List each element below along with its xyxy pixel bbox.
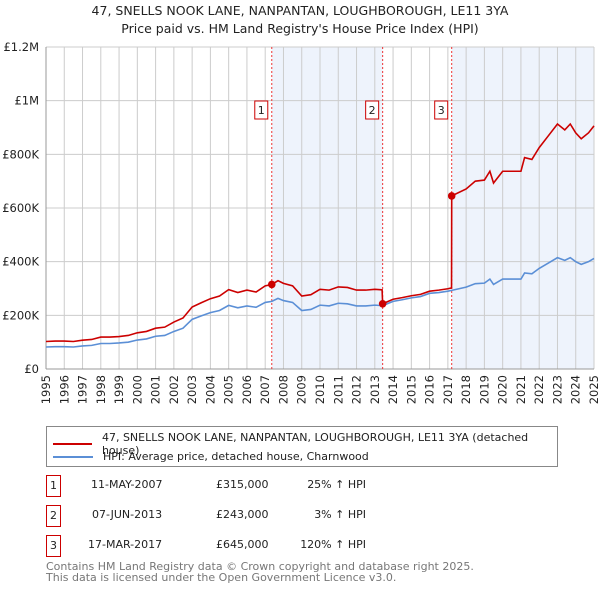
x-tick-label: 2022 [532, 375, 546, 404]
x-tick-label: 2024 [569, 375, 583, 404]
property-price-line [45, 122, 595, 343]
y-tick-label: £600K [2, 201, 39, 215]
legend-label-property: 47, SNELLS NOOK LANE, NANPANTAN, LOUGHBO… [101, 431, 529, 457]
sale-marker-box [365, 100, 380, 120]
x-tick-label: 1999 [112, 375, 126, 404]
sale-point [378, 299, 387, 308]
x-tick-label: 2008 [276, 375, 290, 404]
x-tick-label: 2020 [496, 375, 510, 404]
price-chart: 1995 1996 1997 1998 1999 2000 2001 2002 2003 2004… [2, 40, 600, 404]
x-tick-label: 1998 [94, 375, 108, 404]
sale-row-2: 2 07-JUN-2013 £243,000 3% ↑ HPI [46, 505, 546, 527]
legend-item-hpi: HPI: Average price, detached house, Char… [53, 450, 369, 463]
x-tick-label: 2018 [459, 375, 473, 404]
sale-hpi-change: 25% ↑ HPI [307, 478, 366, 491]
legend-item-property: 47, SNELLS NOOK LANE, NANPANTAN, LOUGHBO… [53, 431, 557, 457]
y-tick-label: £0 [24, 362, 39, 376]
sale-price: £315,000 [216, 478, 269, 491]
footer-copyright: Contains HM Land Registry data © Crown c… [46, 560, 474, 573]
x-tick-label: 2004 [203, 375, 217, 404]
x-tick-label: 1997 [76, 375, 90, 404]
x-tick-label: 2006 [240, 375, 254, 404]
legend-swatch-hpi [53, 455, 93, 458]
sale-date: 17-MAR-2017 [88, 538, 163, 551]
sale-row-3: 3 17-MAR-2017 £645,000 120% ↑ HPI [46, 535, 546, 557]
x-tick-label: 2017 [441, 375, 455, 404]
x-tick-label: 2014 [386, 375, 400, 404]
x-tick-label: 1996 [57, 375, 71, 404]
x-tick-label: 2023 [550, 375, 564, 404]
x-tick-label: 1995 [39, 375, 53, 404]
y-tick-label: £400K [2, 255, 39, 269]
sale-hpi-change: 3% ↑ HPI [314, 508, 366, 521]
x-tick-label: 2000 [130, 375, 144, 404]
sale-price: £243,000 [216, 508, 269, 521]
x-tick-label: 2007 [258, 375, 272, 404]
x-tick-label: 2010 [313, 375, 327, 404]
sale-price: £645,000 [216, 538, 269, 551]
chart-title: 47, SNELLS NOOK LANE, NANPANTAN, LOUGHBO… [91, 3, 509, 18]
sale-marker-box [434, 100, 449, 120]
x-tick-label: 2001 [149, 375, 163, 404]
sale-point [267, 280, 276, 289]
sale-marker-label: 3 [438, 104, 445, 117]
y-tick-label: £200K [2, 308, 39, 322]
chart-subtitle: Price paid vs. HM Land Registry's House … [121, 21, 479, 36]
x-tick-label: 2016 [423, 375, 437, 404]
sale-row-1: 1 11-MAY-2007 £315,000 25% ↑ HPI [46, 475, 546, 497]
x-tick-label: 2005 [222, 375, 236, 404]
y-tick-label: £1.2M [3, 40, 39, 54]
legend: 47, SNELLS NOOK LANE, NANPANTAN, LOUGHBO… [46, 426, 558, 467]
sale-marker-2: 2 [46, 505, 61, 527]
x-tick-label: 2002 [167, 375, 181, 404]
y-tick-label: £1M [14, 94, 39, 108]
sale-marker-label: 1 [258, 104, 265, 117]
x-tick-label: 2012 [350, 375, 364, 404]
x-tick-label: 2025 [587, 375, 600, 404]
sale-point [447, 192, 456, 200]
sale-date: 11-MAY-2007 [91, 478, 163, 491]
legend-swatch-property [53, 443, 92, 445]
x-tick-label: 2009 [295, 375, 309, 404]
footer-licence: This data is licensed under the Open Gov… [46, 571, 397, 584]
sale-marker-3: 3 [46, 535, 61, 557]
x-tick-label: 2015 [404, 375, 418, 404]
y-tick-label: £800K [2, 147, 39, 161]
legend-label-hpi: HPI: Average price, detached house, Char… [103, 450, 369, 463]
sale-date: 07-JUN-2013 [92, 508, 163, 521]
x-tick-label: 2019 [477, 375, 491, 404]
x-tick-label: 2013 [368, 375, 382, 404]
sale-hpi-change: 120% ↑ HPI [300, 538, 366, 551]
x-tick-label: 2003 [185, 375, 199, 404]
hpi-line [45, 256, 595, 348]
sale-marker-label: 2 [369, 104, 376, 117]
x-tick-label: 2011 [331, 375, 345, 404]
x-tick-label: 2021 [514, 375, 528, 404]
sale-marker-1: 1 [46, 475, 61, 497]
sale-marker-box [254, 100, 269, 120]
